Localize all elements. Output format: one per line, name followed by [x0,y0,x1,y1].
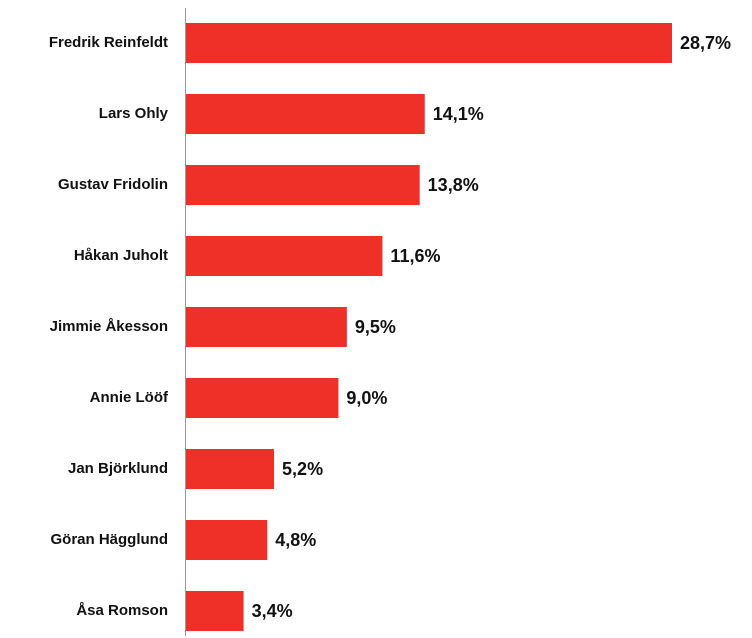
bar [186,23,672,63]
y-tick-label: Jimmie Åkesson [50,318,168,335]
y-tick-label: Fredrik Reinfeldt [49,34,168,51]
data-label: 14,1% [433,104,484,124]
data-label: 28,7% [680,33,731,53]
data-label: 9,5% [355,317,396,337]
bar [186,94,425,134]
data-label: 3,4% [252,601,293,621]
data-label: 5,2% [282,459,323,479]
y-tick-label: Jan Björklund [68,460,168,477]
bar [186,236,383,276]
bar [186,378,339,418]
y-tick-label: Göran Hägglund [51,531,169,548]
y-tick-label: Gustav Fridolin [58,176,168,193]
bar [186,449,275,489]
bar [186,307,347,347]
data-label: 11,6% [390,246,440,266]
data-label: 13,8% [428,175,479,195]
bar [186,591,244,631]
y-tick-label: Lars Ohly [99,105,169,122]
data-label: 4,8% [275,530,316,550]
y-tick-label: Åsa Romson [76,602,168,619]
bar [186,520,268,560]
bar [186,165,420,205]
y-tick-label: Annie Lööf [90,389,169,406]
y-tick-label: Håkan Juholt [74,247,168,264]
data-label: 9,0% [346,388,387,408]
